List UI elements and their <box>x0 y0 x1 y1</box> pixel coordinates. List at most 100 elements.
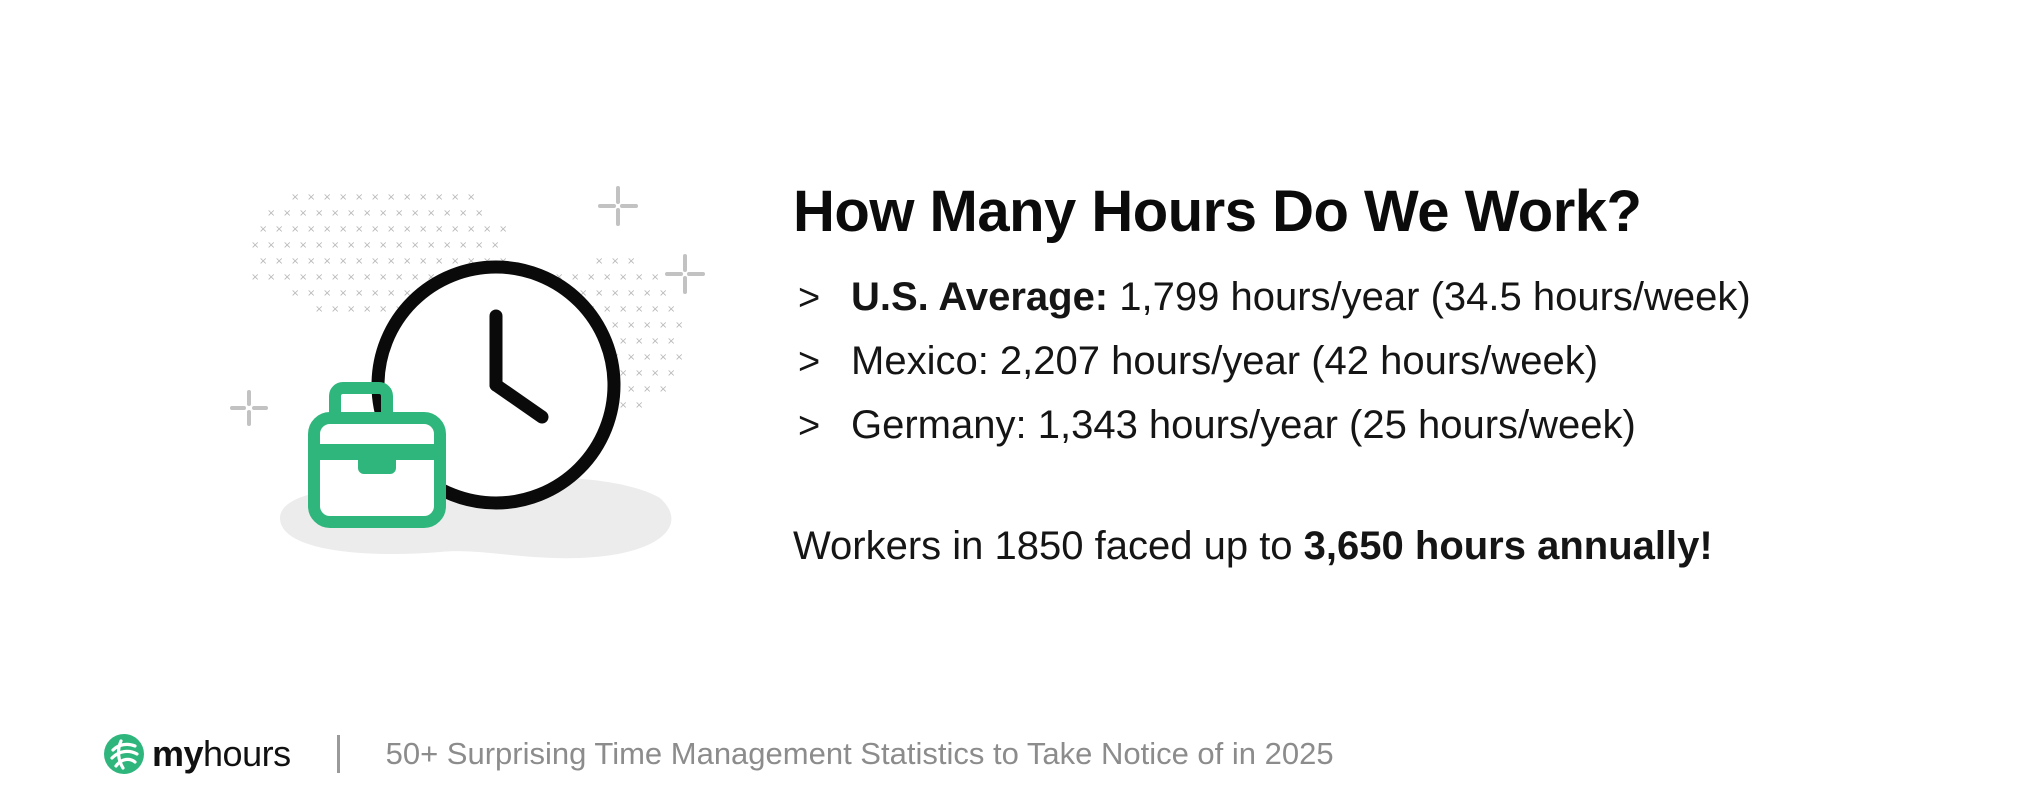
pattern-mark: × <box>371 256 379 267</box>
pattern-mark: × <box>339 288 347 299</box>
pattern-mark: × <box>595 256 603 267</box>
pattern-mark: × <box>259 256 267 267</box>
pattern-mark: × <box>363 208 371 219</box>
pattern-mark: × <box>643 288 651 299</box>
pattern-mark: × <box>307 192 315 203</box>
pattern-mark: × <box>659 384 667 395</box>
pattern-mark: × <box>259 224 267 235</box>
brand-name-light: hours <box>203 733 291 774</box>
pattern-mark: × <box>291 192 299 203</box>
pattern-mark: × <box>291 256 299 267</box>
pattern-mark: × <box>435 192 443 203</box>
pattern-mark: × <box>403 192 411 203</box>
pattern-mark: × <box>595 288 603 299</box>
pattern-mark: × <box>635 272 643 283</box>
pattern-mark: × <box>315 272 323 283</box>
pattern-mark: × <box>667 368 675 379</box>
pattern-mark: × <box>315 240 323 251</box>
footer: myhours 50+ Surprising Time Management S… <box>104 731 1334 777</box>
pattern-mark: × <box>339 224 347 235</box>
pattern-mark: × <box>307 256 315 267</box>
pattern-mark: × <box>403 224 411 235</box>
bullet-marker: > <box>798 277 821 319</box>
pattern-mark: × <box>627 384 635 395</box>
pattern-mark: × <box>315 304 323 315</box>
pattern-mark: × <box>587 272 595 283</box>
pattern-mark: × <box>275 256 283 267</box>
pattern-mark: × <box>403 256 411 267</box>
pattern-mark: × <box>619 336 627 347</box>
pattern-mark: × <box>427 272 435 283</box>
pattern-mark: × <box>387 192 395 203</box>
pattern-mark: × <box>291 224 299 235</box>
note-prefix: Workers in 1850 faced up to <box>793 524 1304 568</box>
pattern-mark: × <box>603 272 611 283</box>
pattern-mark: × <box>307 224 315 235</box>
pattern-mark: × <box>379 272 387 283</box>
pattern-mark: × <box>395 272 403 283</box>
pattern-mark: × <box>467 224 475 235</box>
pattern-mark: × <box>675 320 683 331</box>
pattern-mark: × <box>355 256 363 267</box>
pattern-mark: × <box>355 192 363 203</box>
myhours-logo-icon <box>104 734 144 774</box>
pattern-mark: × <box>659 288 667 299</box>
pattern-mark: × <box>371 224 379 235</box>
pattern-mark: × <box>427 208 435 219</box>
pattern-mark: × <box>363 304 371 315</box>
pattern-mark: × <box>459 240 467 251</box>
pattern-mark: × <box>491 240 499 251</box>
pattern-mark: × <box>475 208 483 219</box>
briefcase-icon <box>308 382 446 528</box>
pattern-mark: × <box>307 288 315 299</box>
pattern-mark: × <box>371 288 379 299</box>
pattern-mark: × <box>267 240 275 251</box>
historical-note: Workers in 1850 faced up to 3,650 hours … <box>793 520 1973 572</box>
pattern-mark: × <box>323 288 331 299</box>
pattern-mark: × <box>499 224 507 235</box>
stat-value: 1,799 hours/year (34.5 hours/week) <box>1108 275 1751 319</box>
pattern-mark: × <box>635 304 643 315</box>
pattern-mark: × <box>331 208 339 219</box>
pattern-mark: × <box>651 336 659 347</box>
stats-list: > U.S. Average: 1,799 hours/year (34.5 h… <box>793 266 1973 458</box>
pattern-mark: × <box>347 240 355 251</box>
pattern-mark: × <box>611 288 619 299</box>
pattern-mark: × <box>363 240 371 251</box>
pattern-mark: × <box>611 320 619 331</box>
pattern-mark: × <box>627 320 635 331</box>
pattern-mark: × <box>363 272 371 283</box>
bullet-marker: > <box>798 405 821 447</box>
pattern-mark: × <box>379 304 387 315</box>
pattern-mark: × <box>643 352 651 363</box>
pattern-mark: × <box>347 208 355 219</box>
pattern-mark: × <box>283 240 291 251</box>
list-item: > Mexico: 2,207 hours/year (42 hours/wee… <box>793 330 1973 394</box>
pattern-mark: × <box>635 336 643 347</box>
pattern-mark: × <box>251 240 259 251</box>
pattern-mark: × <box>435 224 443 235</box>
footer-divider <box>336 735 340 773</box>
pattern-mark: × <box>283 272 291 283</box>
page-title: How Many Hours Do We Work? <box>793 179 1642 244</box>
pattern-mark: × <box>475 240 483 251</box>
pattern-mark: × <box>571 272 579 283</box>
pattern-mark: × <box>283 208 291 219</box>
stat-value: Mexico: 2,207 hours/year (42 hours/week) <box>851 339 1599 383</box>
pattern-mark: × <box>355 288 363 299</box>
pattern-mark: × <box>299 208 307 219</box>
pattern-mark: × <box>419 224 427 235</box>
pattern-mark: × <box>635 400 643 411</box>
pattern-mark: × <box>427 240 435 251</box>
pattern-mark: × <box>347 272 355 283</box>
pattern-mark: × <box>339 192 347 203</box>
footer-caption: 50+ Surprising Time Management Statistic… <box>385 736 1334 771</box>
pattern-mark: × <box>467 256 475 267</box>
brand-name-bold: my <box>152 733 204 774</box>
pattern-mark: × <box>275 224 283 235</box>
list-item: > U.S. Average: 1,799 hours/year (34.5 h… <box>793 266 1973 330</box>
pattern-mark: × <box>355 224 363 235</box>
brand-logo[interactable]: myhours <box>104 731 291 777</box>
pattern-mark: × <box>403 288 411 299</box>
pattern-mark: × <box>323 192 331 203</box>
